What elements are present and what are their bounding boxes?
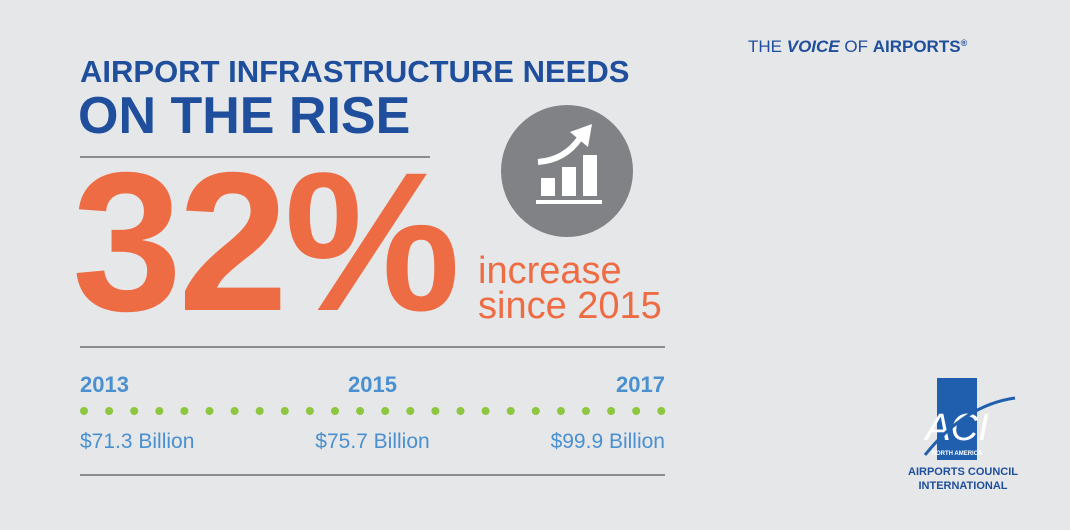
stat-caption: since 2015 [478,285,662,327]
tagline-end: AIRPORTS [873,37,961,56]
stat-value: 32% [72,131,456,352]
logo-name: INTERNATIONAL [918,480,1007,492]
timeline: 2013 $71.3 Billion 2015 $75.7 Billion 2017 $9… [80,372,666,453]
timeline-dot [230,407,239,415]
timeline-dot [481,407,490,415]
timeline-dot [356,407,365,415]
tagline-strong: VOICE [787,37,841,56]
tagline: THE VOICE OF AIRPORTS® [748,37,968,56]
timeline-dot [305,407,314,415]
timeline-dot [431,407,440,415]
timeline-dot [406,407,415,415]
timeline-amount: $99.9 Billion [551,430,665,453]
title-line-1: AIRPORT INFRASTRUCTURE NEEDS [80,54,629,89]
timeline-dot [180,407,189,415]
timeline-dot [531,407,540,415]
timeline-dot [506,407,515,415]
stat-caption: increase [478,250,622,292]
timeline-dot [155,407,164,415]
logo: ACI NORTH AMERICA AIRPORTS COUNCIL INTER… [908,378,1018,492]
tagline-pre: THE [748,37,782,56]
title-line-2: ON THE RISE [78,87,410,145]
timeline-year: 2017 [616,372,665,397]
growth-icon [501,105,633,237]
timeline-dot [331,407,339,415]
timeline-dot [255,407,264,415]
timeline-dot [632,407,641,415]
timeline-dot [280,407,289,415]
logo-name: AIRPORTS COUNCIL [908,466,1018,478]
timeline-dot [80,407,88,415]
timeline-dot [582,407,590,415]
timeline-dot [381,407,390,415]
logo-mark: ACI [923,407,989,449]
timeline-year: 2015 [348,372,397,397]
timeline-year: 2013 [80,372,129,397]
timeline-dot [607,407,616,415]
timeline-dot [556,407,565,415]
timeline-dot [205,407,214,415]
timeline-dot [105,407,114,415]
timeline-dot [657,407,666,415]
tagline-mid: OF [844,37,868,56]
timeline-dot [456,407,465,415]
timeline-amount: $75.7 Billion [315,430,429,453]
tagline-mark: ® [961,38,968,48]
logo-region: NORTH AMERICA [932,451,983,457]
timeline-amount: $71.3 Billion [80,430,194,453]
timeline-dot [130,407,139,415]
